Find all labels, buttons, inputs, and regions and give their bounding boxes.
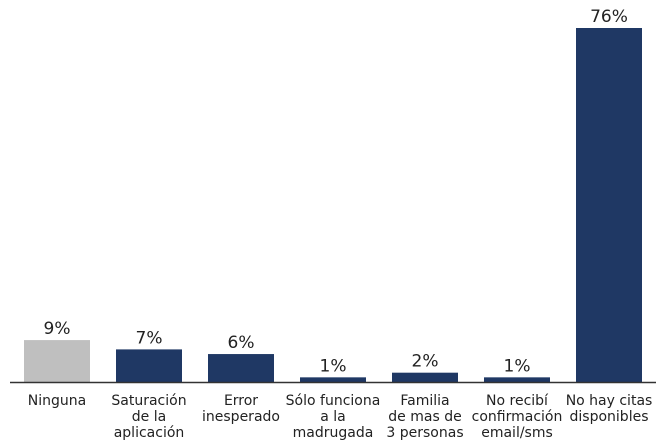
x-tick-label: de mas de bbox=[388, 409, 461, 425]
bar bbox=[24, 340, 90, 382]
x-tick-label: aplicación bbox=[114, 425, 185, 441]
value-label: 1% bbox=[320, 356, 347, 376]
bar bbox=[116, 349, 182, 382]
x-tick-label: Saturación bbox=[111, 393, 186, 409]
value-label: 9% bbox=[44, 319, 71, 339]
x-tick-label: No hay citas bbox=[566, 393, 653, 409]
x-tick-label: Error bbox=[224, 393, 258, 409]
x-tick-label: 3 personas bbox=[386, 425, 463, 441]
x-tick-label: email/sms bbox=[481, 425, 553, 441]
x-tick-label: inesperado bbox=[202, 409, 280, 425]
bar bbox=[208, 354, 274, 382]
x-tick-label: disponibles bbox=[570, 409, 649, 425]
x-tick-label: Sólo funciona bbox=[286, 393, 381, 409]
bar bbox=[576, 28, 642, 382]
x-tick-label: Ninguna bbox=[28, 393, 86, 409]
x-tick-label: de la bbox=[132, 409, 166, 425]
x-tick-label: confirmación bbox=[472, 409, 563, 425]
value-label: 6% bbox=[228, 333, 255, 353]
x-tick-label: Familia bbox=[400, 393, 449, 409]
value-label: 1% bbox=[504, 356, 531, 376]
x-tick-label: madrugada bbox=[293, 425, 374, 441]
bar bbox=[392, 372, 458, 382]
value-label: 2% bbox=[412, 352, 439, 372]
x-tick-label: No recibí bbox=[486, 393, 549, 409]
value-label: 76% bbox=[590, 7, 628, 27]
bar bbox=[300, 377, 366, 382]
x-tick-label: a la bbox=[320, 409, 346, 425]
value-label: 7% bbox=[136, 328, 163, 348]
bar bbox=[484, 377, 550, 382]
